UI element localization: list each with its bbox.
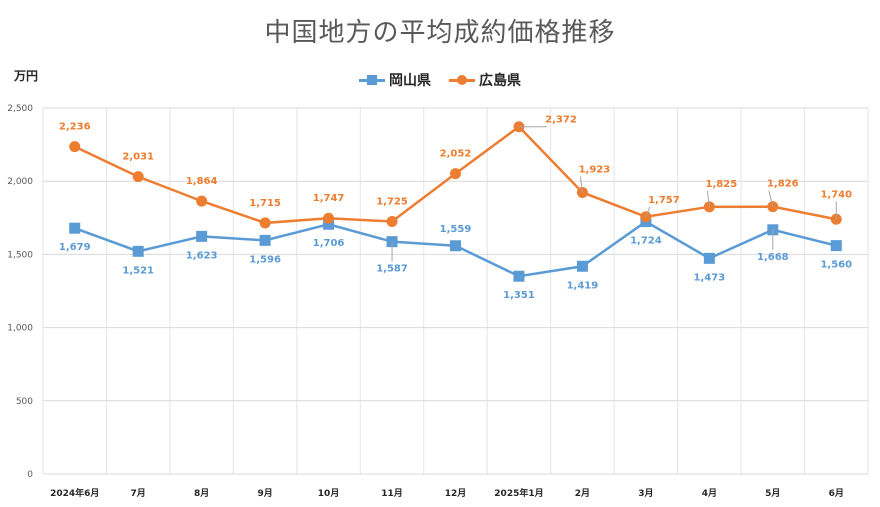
data-point-okayama — [576, 260, 588, 272]
data-label-okayama: 1,351 — [503, 290, 535, 301]
x-tick-label: 10月 — [318, 488, 340, 499]
x-tick-label: 4月 — [702, 488, 717, 499]
data-label-hiroshima: 1,757 — [648, 195, 680, 206]
data-point-okayama — [830, 240, 842, 252]
data-point-hiroshima — [132, 171, 144, 183]
x-tick-label: 12月 — [445, 488, 467, 499]
data-point-hiroshima — [323, 212, 335, 224]
data-label-hiroshima: 1,747 — [313, 193, 345, 204]
data-label-hiroshima: 2,031 — [122, 152, 154, 163]
leader-line — [579, 176, 583, 193]
data-label-okayama: 1,706 — [313, 238, 345, 249]
data-point-okayama — [69, 222, 81, 234]
x-tick-label: 8月 — [194, 488, 209, 499]
data-point-okayama — [323, 218, 335, 230]
data-label-okayama: 1,724 — [630, 236, 662, 247]
data-label-hiroshima: 2,236 — [59, 122, 91, 133]
y-tick-label: 0 — [27, 470, 33, 480]
x-tick-label: 2月 — [575, 488, 590, 499]
leader-line — [645, 206, 651, 217]
x-tick-label: 2025年1月 — [494, 487, 543, 499]
legend-item-okayama[interactable]: 岡山県 — [359, 70, 431, 90]
data-label-okayama: 1,521 — [122, 265, 154, 276]
x-tick-label: 5月 — [765, 488, 780, 499]
data-point-hiroshima — [69, 141, 81, 153]
data-label-okayama: 1,587 — [376, 264, 408, 275]
data-label-hiroshima: 1,715 — [249, 198, 281, 209]
legend-swatch-okayama — [359, 73, 385, 87]
legend: 岡山県 広島県 — [0, 70, 880, 90]
data-point-okayama — [259, 234, 271, 246]
data-point-okayama — [196, 230, 208, 242]
data-label-okayama: 1,679 — [59, 242, 91, 253]
x-tick-label: 9月 — [257, 488, 272, 499]
y-tick-label: 1,500 — [7, 250, 33, 260]
y-tick-label: 2,000 — [7, 177, 33, 187]
data-label-okayama: 1,419 — [567, 280, 599, 291]
data-label-hiroshima: 1,864 — [186, 176, 218, 187]
y-tick-label: 500 — [16, 397, 33, 407]
data-label-okayama: 1,668 — [757, 252, 789, 263]
leader-line — [706, 190, 710, 207]
data-point-okayama — [703, 252, 715, 264]
x-tick-label: 3月 — [638, 488, 653, 499]
legend-label-okayama: 岡山県 — [389, 73, 431, 89]
data-point-okayama — [513, 270, 525, 282]
data-label-okayama: 1,473 — [694, 272, 726, 283]
data-label-okayama: 1,559 — [440, 224, 472, 235]
data-point-hiroshima — [259, 217, 271, 229]
y-tick-label: 1,000 — [7, 324, 33, 334]
data-label-hiroshima: 1,725 — [376, 196, 408, 207]
data-label-okayama: 1,596 — [249, 254, 281, 265]
data-point-hiroshima — [196, 195, 208, 207]
chart-title: 中国地方の平均成約価格推移 — [264, 18, 616, 48]
data-point-hiroshima — [386, 215, 398, 227]
data-label-hiroshima: 1,826 — [767, 179, 799, 190]
x-tick-label: 7月 — [131, 488, 146, 499]
x-tick-label: 2024年6月 — [50, 487, 99, 499]
y-tick-label: 2,500 — [7, 104, 33, 114]
data-point-okayama — [450, 240, 461, 252]
data-label-hiroshima: 2,372 — [545, 115, 577, 126]
legend-item-hiroshima[interactable]: 広島県 — [449, 70, 521, 90]
data-point-hiroshima — [450, 168, 461, 180]
legend-swatch-hiroshima — [449, 73, 475, 87]
x-tick-label: 11月 — [381, 488, 403, 499]
y-axis-unit-label: 万円 — [14, 69, 39, 83]
data-point-okayama — [132, 245, 144, 257]
data-label-hiroshima: 1,740 — [820, 189, 852, 200]
data-label-hiroshima: 2,052 — [440, 149, 472, 160]
data-label-okayama: 1,560 — [820, 260, 852, 271]
data-label-okayama: 1,623 — [186, 250, 218, 261]
data-label-hiroshima: 1,923 — [579, 164, 611, 175]
x-tick-label: 6月 — [829, 488, 844, 499]
legend-label-hiroshima: 広島県 — [479, 73, 521, 89]
data-label-hiroshima: 1,825 — [706, 179, 738, 190]
leader-line — [768, 190, 774, 207]
